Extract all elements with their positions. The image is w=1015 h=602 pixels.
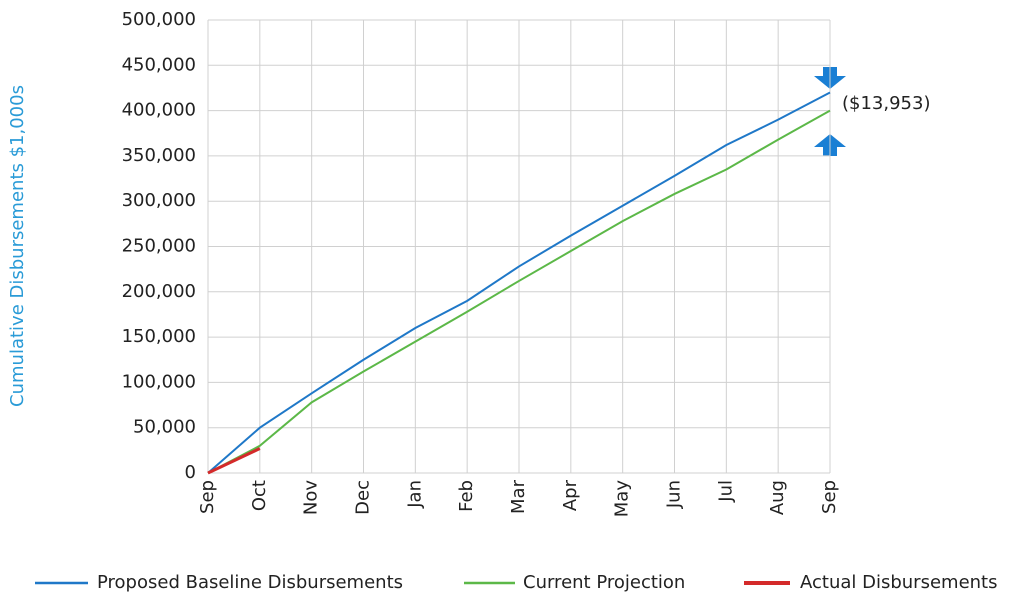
x-tick-label: Sep bbox=[819, 480, 840, 514]
x-tick-label: Dec bbox=[353, 480, 374, 515]
y-tick-label: 250,000 bbox=[122, 236, 196, 257]
x-tick-label: Jan bbox=[404, 480, 425, 509]
y-tick-label: 200,000 bbox=[122, 281, 196, 302]
y-tick-label: 100,000 bbox=[122, 371, 196, 392]
series-line bbox=[207, 447, 261, 475]
y-tick-label: 350,000 bbox=[122, 145, 196, 166]
x-tick-label: May bbox=[612, 480, 633, 518]
x-tick-label: Mar bbox=[508, 479, 529, 514]
x-tick-label: Oct bbox=[249, 480, 270, 511]
legend-label: Current Projection bbox=[523, 572, 685, 593]
y-axis-label: Cumulative Disbursements $1,000s bbox=[7, 85, 28, 407]
series-line bbox=[207, 91, 831, 474]
legend-label: Actual Disbursements bbox=[800, 572, 998, 593]
y-tick-label: 0 bbox=[185, 462, 196, 483]
x-tick-label: Apr bbox=[560, 479, 581, 511]
x-tick-label: Aug bbox=[767, 480, 788, 515]
x-tick-label: Feb bbox=[456, 480, 477, 512]
y-tick-label: 450,000 bbox=[122, 54, 196, 75]
legend-label: Proposed Baseline Disbursements bbox=[97, 572, 403, 593]
series-line bbox=[207, 109, 831, 474]
annotation: ($13,953) bbox=[842, 93, 930, 114]
y-tick-label: 300,000 bbox=[122, 190, 196, 211]
y-tick-label: 500,000 bbox=[122, 9, 196, 30]
y-tick-label: 50,000 bbox=[133, 417, 196, 438]
x-tick-label: Jul bbox=[715, 480, 736, 503]
x-tick-label: Jun bbox=[664, 480, 685, 509]
y-tick-label: 150,000 bbox=[122, 326, 196, 347]
x-tick-label: Nov bbox=[301, 480, 322, 515]
x-tick-label: Sep bbox=[197, 480, 218, 514]
y-tick-label: 400,000 bbox=[122, 100, 196, 121]
